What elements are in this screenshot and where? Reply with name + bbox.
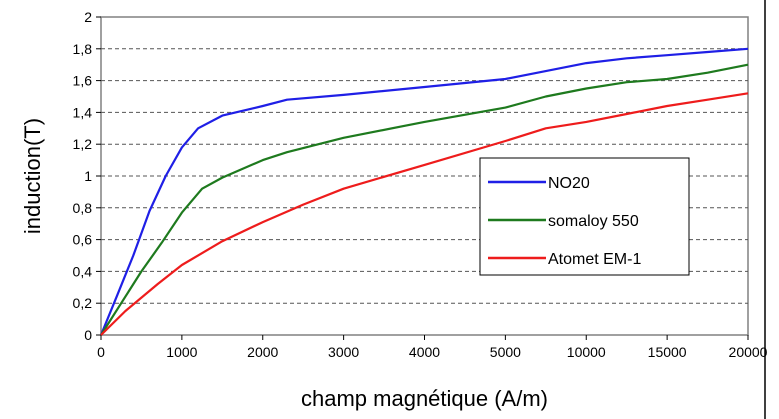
- series-line-no20: [99, 47, 749, 336]
- legend-label: somaloy 550: [548, 213, 639, 230]
- legend-label: Atomet EM-1: [548, 251, 641, 268]
- x-tick-label: 0: [97, 344, 105, 360]
- y-tick-label: 1,8: [73, 41, 93, 57]
- x-tick-label: 2000: [247, 344, 278, 360]
- y-tick-label: 0,2: [73, 295, 93, 311]
- y-tick-label: 0: [84, 327, 92, 343]
- series-line-atomet-em-1: [100, 92, 749, 336]
- y-tick-label: 0,8: [73, 200, 93, 216]
- y-tick-label: 0,4: [73, 263, 93, 279]
- x-tick-label: 4000: [409, 344, 440, 360]
- y-axis-title: induction(T): [20, 118, 45, 234]
- y-tick-label: 1: [84, 168, 92, 184]
- x-tick-label: 10000: [567, 344, 606, 360]
- y-tick-label: 1,4: [73, 104, 93, 120]
- y-tick-label: 1,6: [73, 73, 93, 89]
- series-lines: [99, 47, 749, 336]
- x-tick-label: 20000: [729, 344, 768, 360]
- y-axis-ticks: 0 0,2 0,4 0,6 0,8 1 1,2 1,4 1,6 1,8 2: [73, 9, 101, 343]
- x-tick-label: 15000: [648, 344, 687, 360]
- x-tick-label: 1000: [166, 344, 197, 360]
- legend: NO20 somaloy 550 Atomet EM-1: [479, 157, 690, 276]
- y-tick-label: 2: [84, 9, 92, 25]
- x-tick-label: 3000: [328, 344, 359, 360]
- y-tick-label: 1,2: [73, 136, 93, 152]
- series-line-somaloy-550: [100, 63, 749, 336]
- legend-label: NO20: [548, 175, 590, 192]
- x-axis-ticks: 0 1000 2000 3000 4000 5000 10000 15000 20000: [97, 335, 768, 360]
- x-axis-title: champ magnétique (A/m): [301, 386, 548, 411]
- y-tick-label: 0,6: [73, 232, 93, 248]
- x-tick-label: 5000: [490, 344, 521, 360]
- legend-box: [479, 157, 690, 276]
